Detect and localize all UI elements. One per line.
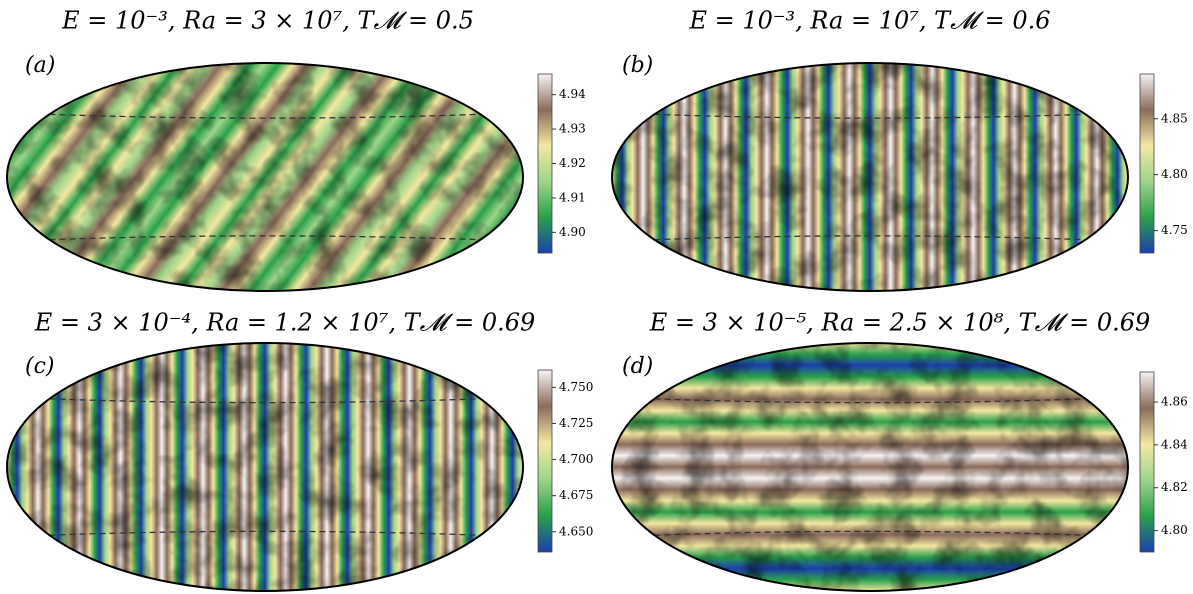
colorbar-tick-label: 4.750 (559, 380, 593, 394)
map (612, 63, 1128, 291)
map-texture (612, 63, 1128, 291)
tangent-cylinder (49, 235, 481, 241)
panel-title: E = 10⁻³, Ra = 3 × 10⁷, T𝓜 = 0.5 (61, 7, 474, 35)
map-texture (7, 343, 523, 591)
colorbar (1139, 73, 1155, 254)
tangent-cylinder (49, 113, 481, 119)
map-outline (611, 62, 1129, 292)
colorbar-tick-label: 4.675 (559, 488, 593, 502)
map-texture (612, 343, 1128, 591)
colorbar-tick-label: 4.94 (559, 87, 586, 101)
colorbar-tick-label: 4.725 (559, 416, 593, 430)
colorbar-tick-label: 4.84 (1161, 437, 1188, 451)
panel-title: E = 3 × 10⁻⁴, Ra = 1.2 × 10⁷, T𝓜 = 0.69 (34, 309, 536, 337)
colorbar-tick-label: 4.90 (559, 225, 586, 239)
panel-label: (d) (622, 354, 653, 379)
colorbar-tick-label: 4.86 (1161, 395, 1188, 409)
map-outline (611, 342, 1129, 592)
tangent-cylinder (49, 530, 481, 536)
colorbar (537, 369, 553, 553)
map (7, 343, 523, 591)
map (612, 343, 1128, 591)
map-outline (6, 62, 524, 292)
panel-label: (c) (25, 354, 55, 379)
tangent-cylinder (654, 113, 1086, 119)
colorbar-tick-label: 4.650 (559, 524, 593, 538)
colorbar-tick-label: 4.85 (1161, 111, 1188, 125)
tangent-cylinder (654, 530, 1086, 536)
colorbar-tick-label: 4.93 (559, 122, 586, 136)
colorbar-tick-label: 4.80 (1161, 167, 1188, 181)
map-outline (6, 342, 524, 592)
colorbar-tick-label: 4.75 (1161, 223, 1188, 237)
panel-label: (b) (622, 53, 653, 78)
map (7, 63, 523, 291)
map-texture (7, 63, 523, 291)
tangent-cylinder (49, 398, 481, 404)
panel-title: E = 10⁻³, Ra = 10⁷, T𝓜 = 0.6 (688, 7, 1050, 35)
colorbar-tick-label: 4.80 (1161, 523, 1188, 537)
colorbar-tick-label: 4.82 (1161, 480, 1188, 494)
tangent-cylinder (654, 235, 1086, 241)
panel-label: (a) (25, 53, 55, 78)
colorbar (1139, 371, 1155, 553)
colorbar-tick-label: 4.91 (559, 190, 586, 204)
colorbar-tick-label: 4.700 (559, 452, 593, 466)
panel-title: E = 3 × 10⁻⁵, Ra = 2.5 × 10⁸, T𝓜 = 0.69 (649, 309, 1151, 337)
colorbar-tick-label: 4.92 (559, 156, 586, 170)
colorbar (537, 73, 553, 254)
tangent-cylinder (654, 398, 1086, 404)
